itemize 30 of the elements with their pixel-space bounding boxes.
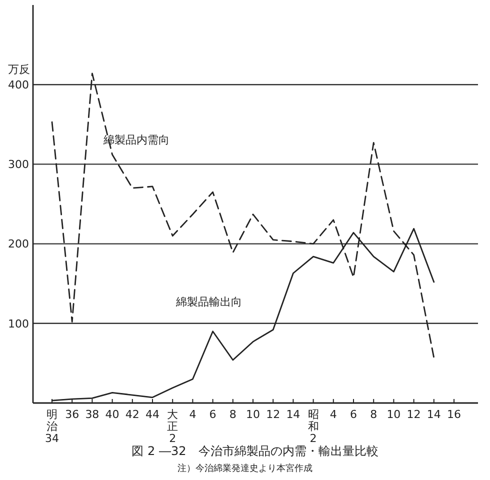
x-tick-label: 14 — [426, 408, 441, 421]
x-tick-label: 36 — [65, 408, 80, 421]
x-tick-label: 14 — [286, 408, 300, 421]
x-tick-label: 8 — [370, 408, 378, 421]
x-tick-label: 4 — [189, 408, 196, 421]
x-tick-label: 12 — [266, 408, 280, 421]
y-tick-label: 100 — [8, 317, 29, 330]
series-label: 綿製品内需向 — [102, 133, 170, 146]
x-tick-label: 4 — [330, 408, 337, 421]
x-tick-label: 16 — [447, 408, 461, 421]
x-tick-label: 明治34 — [45, 408, 59, 445]
x-tick-label: 44 — [146, 408, 160, 421]
x-tick-label: 10 — [386, 408, 401, 421]
x-tick-label: 40 — [105, 408, 120, 421]
text: 綿製品輸出向 — [174, 295, 242, 308]
x-tick-label: 6 — [209, 408, 216, 421]
x-tick-label: 昭和2 — [308, 408, 319, 445]
x-tick-label: 6 — [350, 408, 357, 421]
x-tick-label: 8 — [229, 408, 236, 421]
text: 図 2 ―32 今治市綿製品の内需・輸出量比較 — [132, 444, 378, 458]
x-tick-label: 42 — [125, 408, 140, 421]
y-tick-label: 300 — [8, 158, 29, 172]
text: 注）今治綿業発達史より本宮作成 — [178, 463, 312, 474]
x-tick-label: 10 — [246, 408, 260, 421]
y-axis-title: 万反 — [8, 63, 30, 76]
x-tick-label: 大正2 — [167, 408, 178, 445]
y-tick-label: 200 — [8, 238, 29, 251]
x-tick-label: 38 — [85, 408, 100, 421]
x-tick-label: 12 — [406, 408, 421, 421]
y-tick-label: 400 — [8, 78, 29, 92]
